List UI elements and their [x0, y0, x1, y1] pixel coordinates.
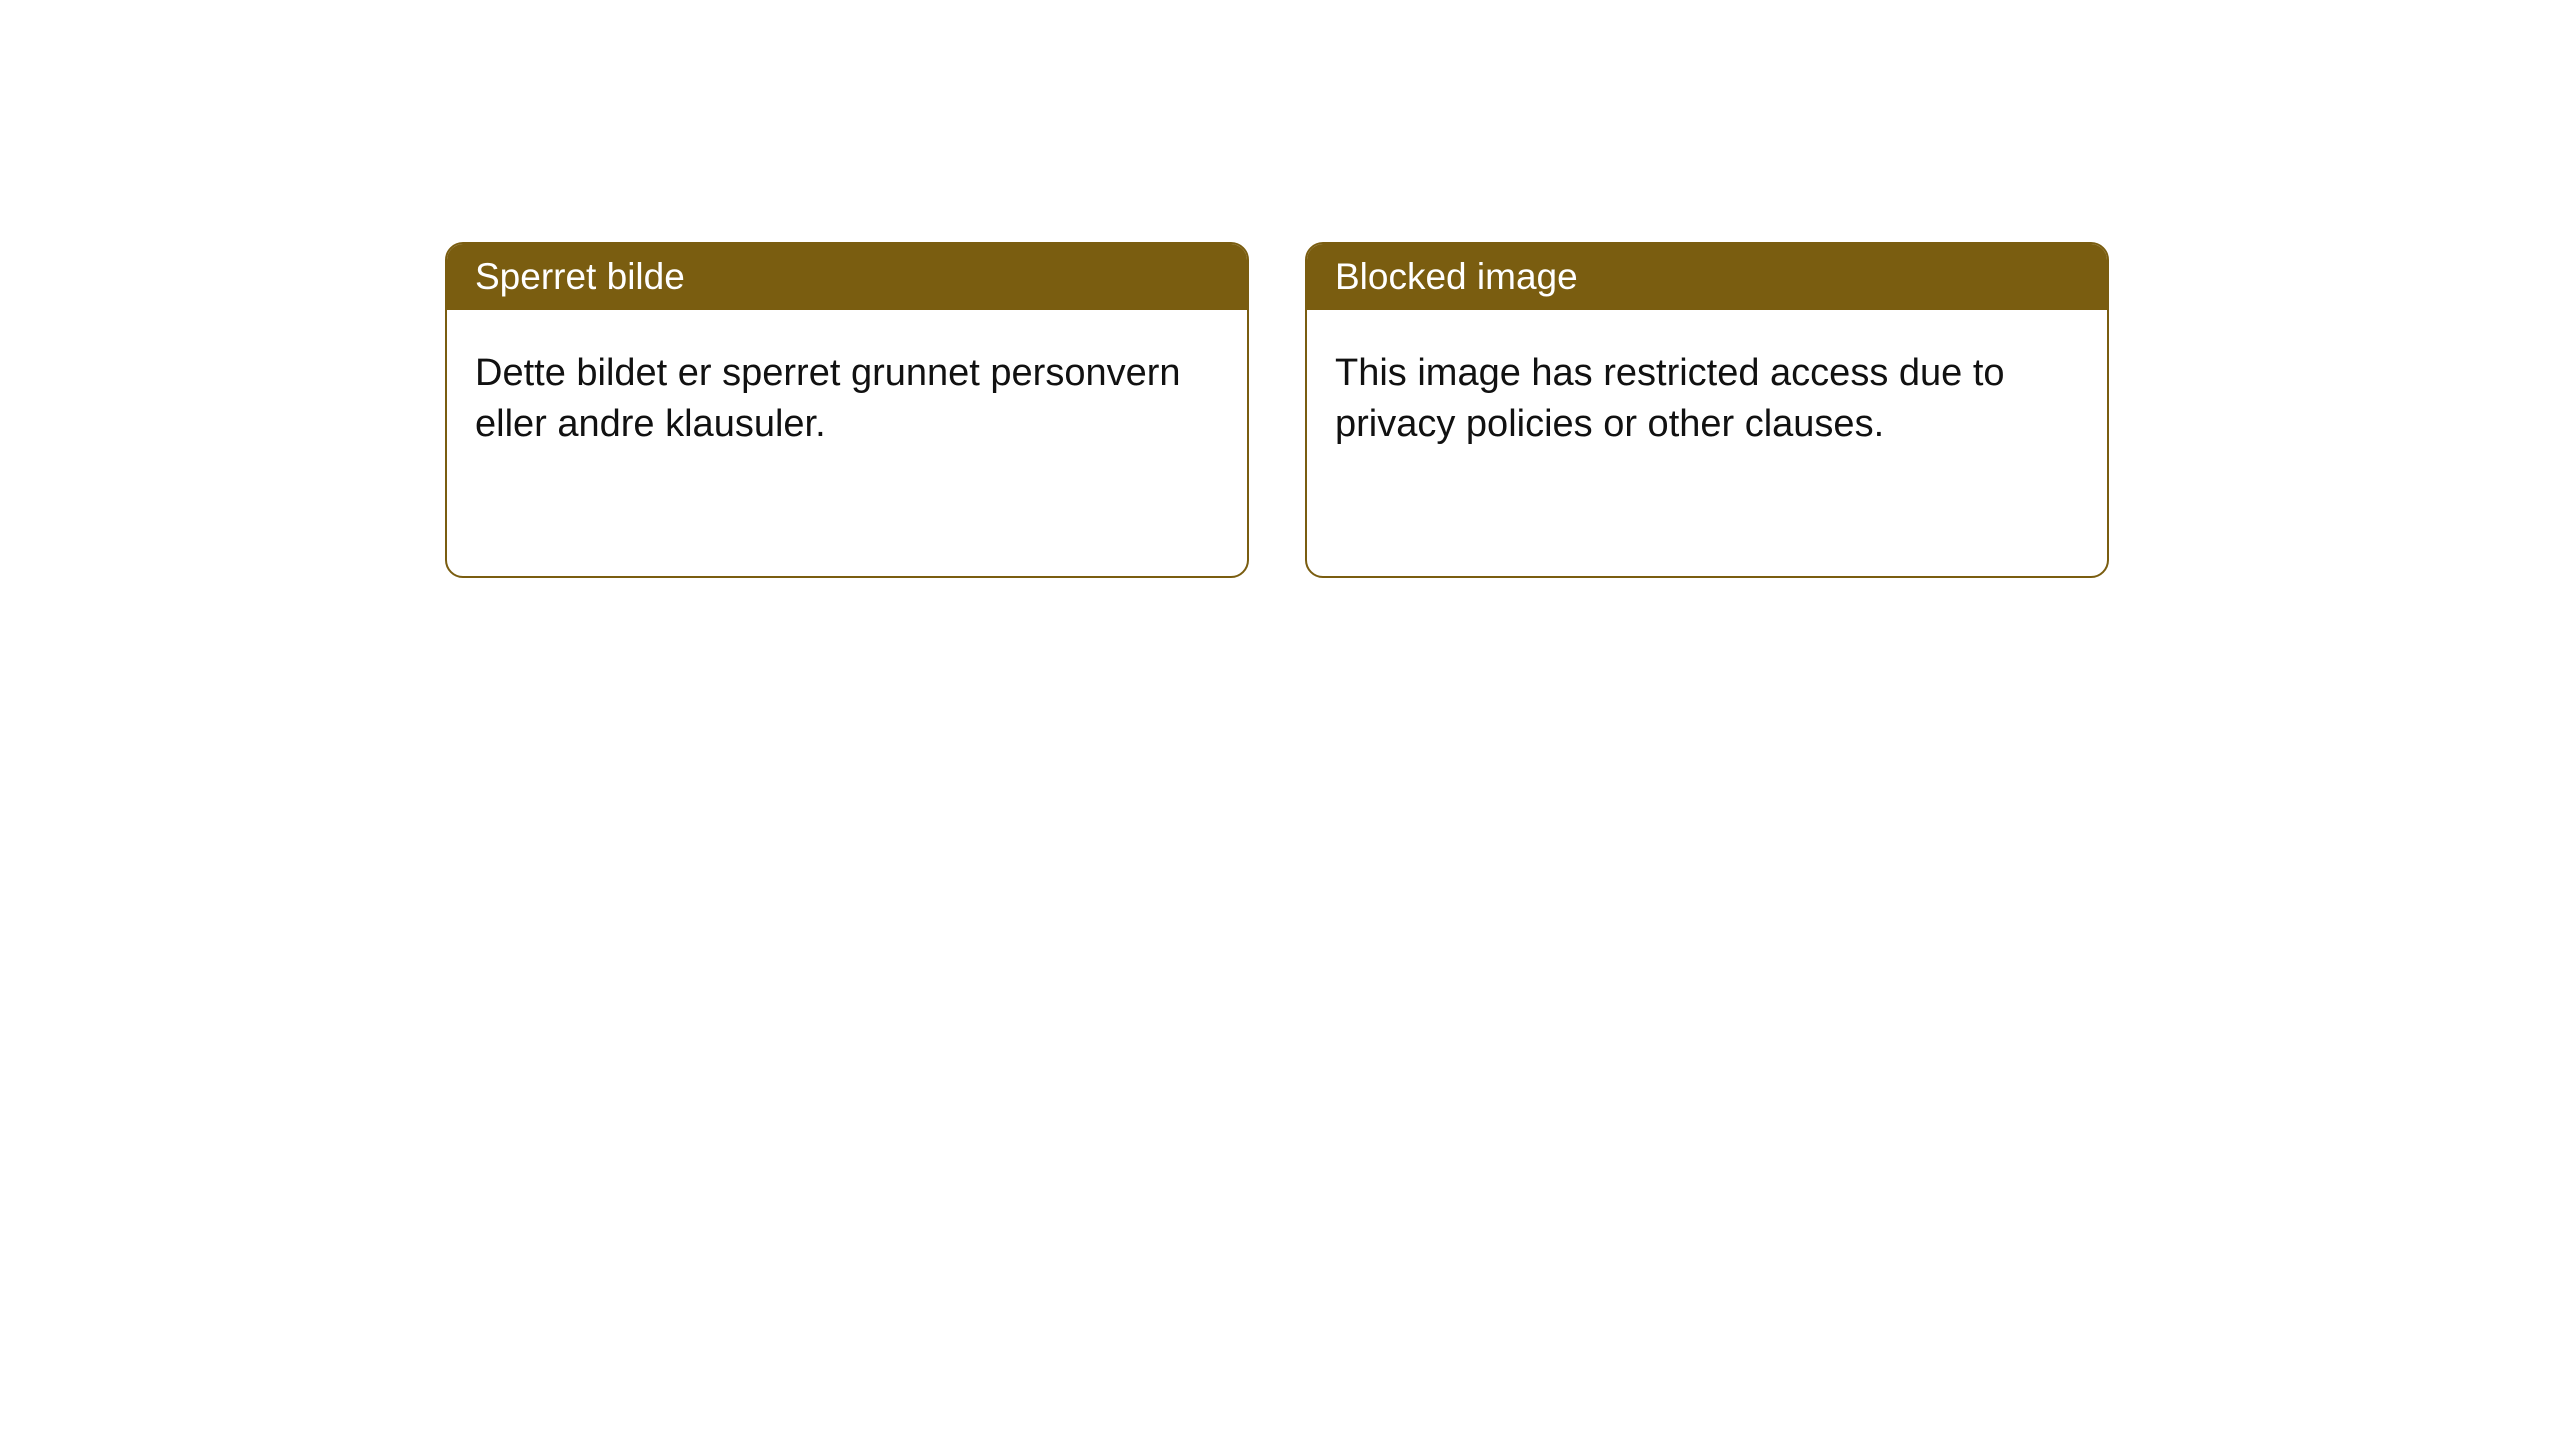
notice-card-body-english: This image has restricted access due to … — [1307, 310, 2107, 489]
notice-card-body-norwegian: Dette bildet er sperret grunnet personve… — [447, 310, 1247, 489]
notice-title-english: Blocked image — [1335, 256, 1578, 297]
notice-card-header-norwegian: Sperret bilde — [447, 244, 1247, 310]
notice-body-text-english: This image has restricted access due to … — [1335, 352, 2005, 445]
notice-container: Sperret bilde Dette bildet er sperret gr… — [0, 0, 2560, 578]
notice-title-norwegian: Sperret bilde — [475, 256, 685, 297]
notice-card-header-english: Blocked image — [1307, 244, 2107, 310]
notice-card-norwegian: Sperret bilde Dette bildet er sperret gr… — [445, 242, 1249, 578]
notice-card-english: Blocked image This image has restricted … — [1305, 242, 2109, 578]
notice-body-text-norwegian: Dette bildet er sperret grunnet personve… — [475, 352, 1181, 445]
